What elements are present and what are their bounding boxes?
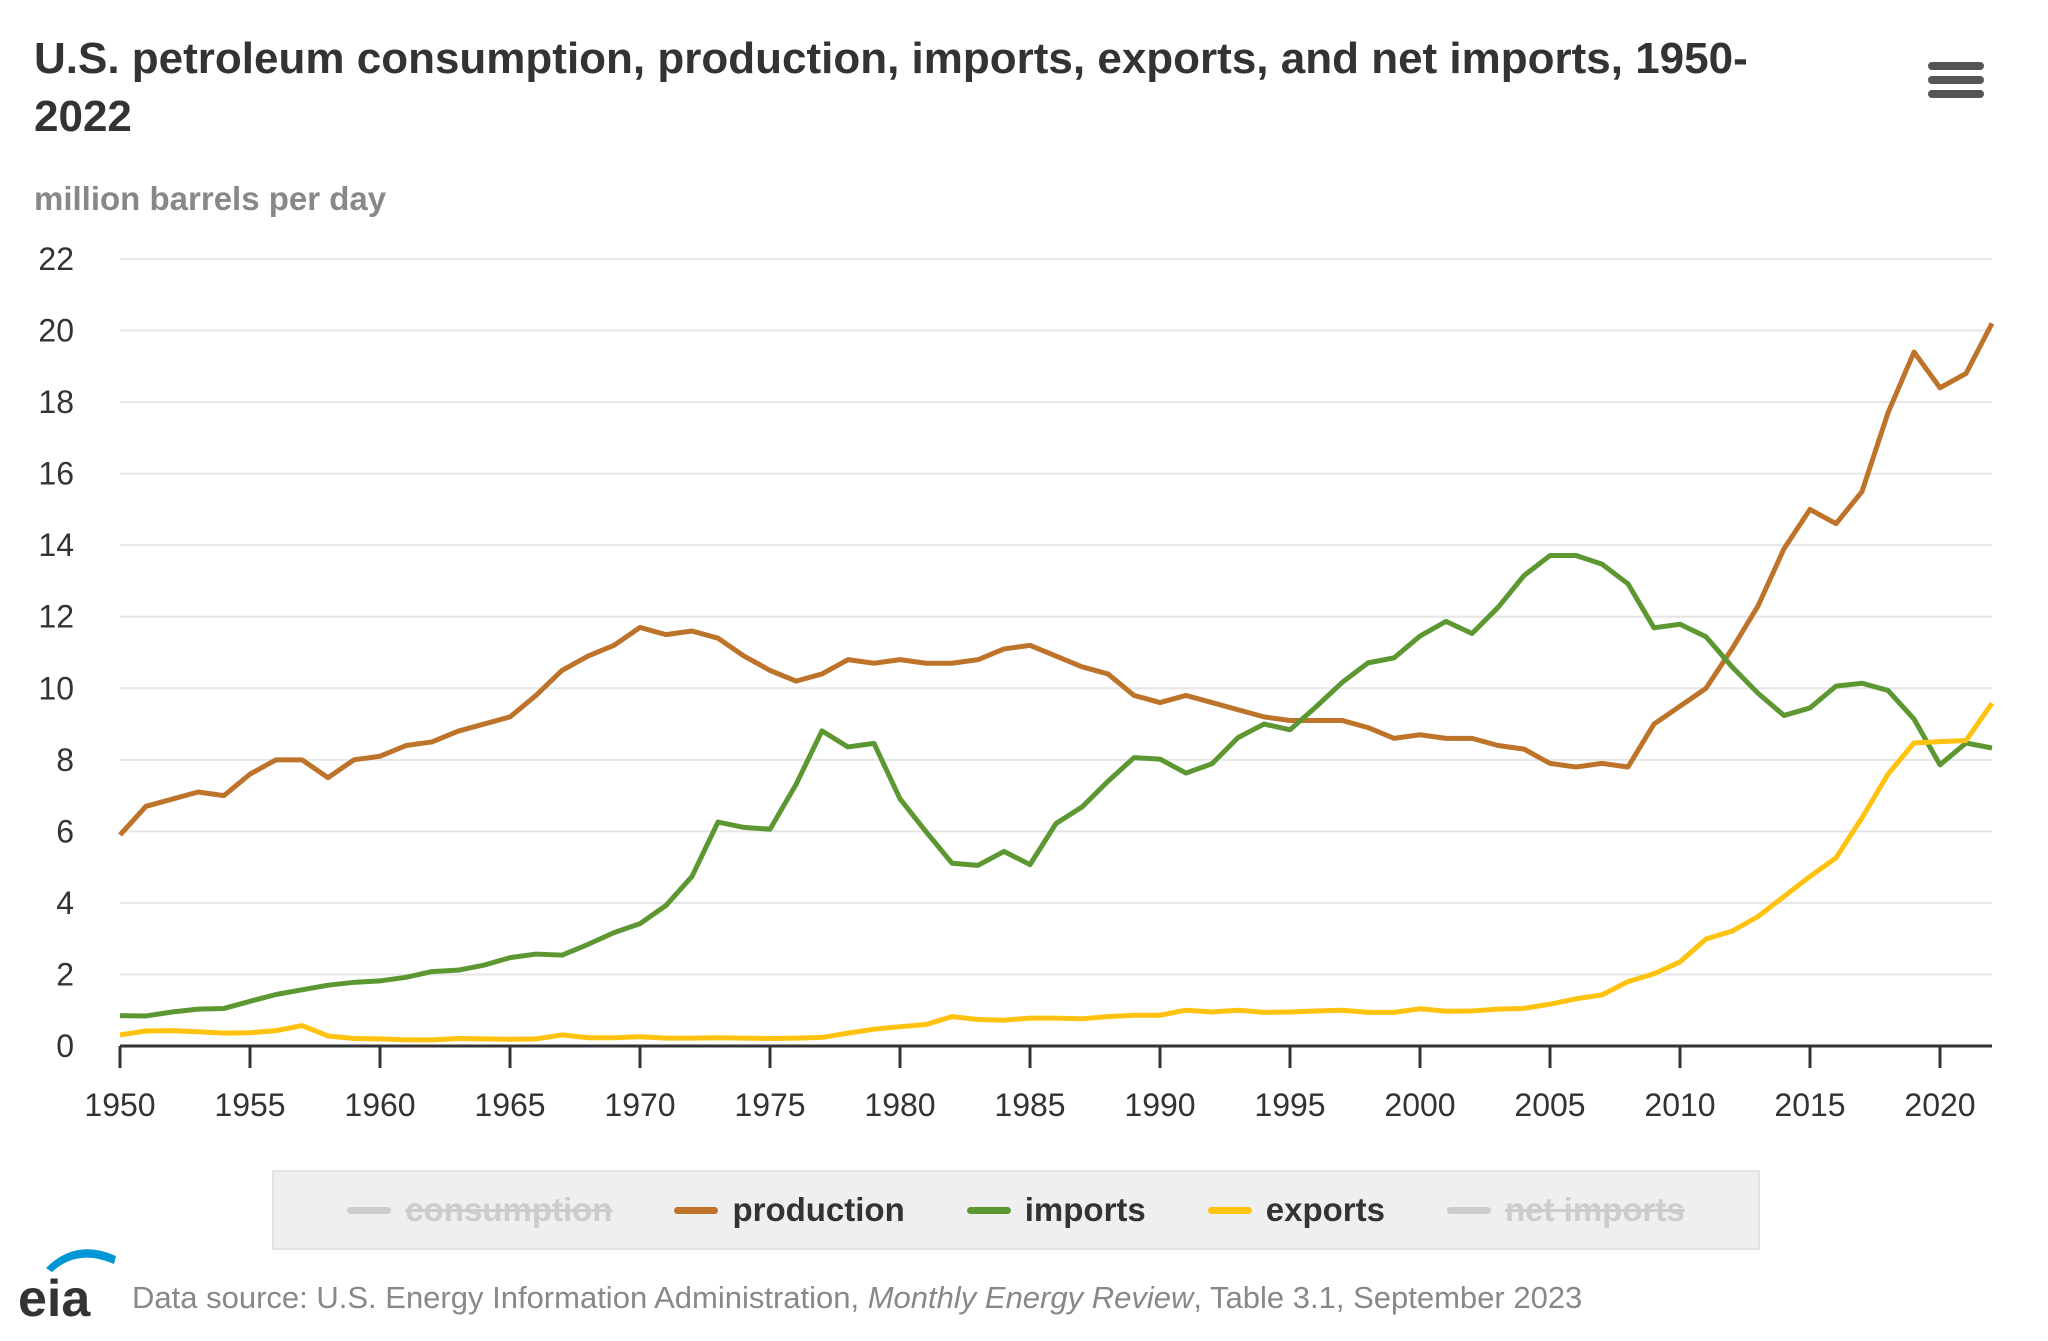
production-line[interactable] — [118, 322, 1995, 837]
legend-label: production — [732, 1191, 905, 1228]
legend-label: net imports — [1505, 1191, 1685, 1228]
x-tick-label: 1965 — [474, 1087, 545, 1123]
x-tick-label: 1980 — [864, 1087, 935, 1123]
x-tick-label: 2000 — [1384, 1087, 1455, 1123]
hamburger-menu-icon[interactable] — [1928, 62, 1984, 104]
source-publication: Monthly Energy Review — [867, 1280, 1194, 1315]
x-tick-label: 2005 — [1514, 1087, 1585, 1123]
y-tick-label: 2 — [56, 956, 74, 992]
y-tick-label: 12 — [38, 599, 74, 635]
legend-item-imports[interactable]: imports — [966, 1191, 1146, 1229]
y-tick-label: 22 — [38, 241, 74, 277]
legend-swatch — [1207, 1206, 1252, 1214]
x-tick-label: 1985 — [994, 1087, 1065, 1123]
chart-title: U.S. petroleum consumption, production, … — [34, 34, 1748, 141]
legend-swatch — [1447, 1206, 1491, 1214]
x-tick-label: 1995 — [1254, 1087, 1325, 1123]
legend-item-exports[interactable]: exports — [1207, 1191, 1385, 1229]
y-tick-label: 8 — [56, 742, 74, 778]
legend-label: exports — [1265, 1191, 1385, 1228]
legend-label: consumption — [405, 1191, 613, 1228]
legend-item-consumption[interactable]: consumption — [347, 1191, 612, 1229]
data-source-note: Data source: U.S. Energy Information Adm… — [132, 1280, 1582, 1316]
legend-swatch — [347, 1206, 392, 1214]
legend: consumption production imports exports net i… — [272, 1170, 1760, 1250]
source-suffix: , Table 3.1, September 2023 — [1193, 1280, 1583, 1315]
eia-logo-text: eia — [18, 1270, 91, 1320]
legend-swatch — [674, 1206, 719, 1214]
y-tick-label: 0 — [56, 1028, 74, 1064]
y-tick-label: 16 — [38, 456, 74, 492]
x-tick-label: 1970 — [604, 1087, 675, 1123]
x-tick-label: 1990 — [1124, 1087, 1195, 1123]
x-tick-label: 1975 — [734, 1087, 805, 1123]
y-tick-label: 10 — [38, 670, 74, 706]
legend-item-net-imports[interactable]: net imports — [1447, 1191, 1685, 1229]
x-tick-label: 1955 — [214, 1087, 285, 1123]
y-axis-label: million barrels per day — [34, 180, 387, 217]
y-tick-label: 20 — [38, 313, 74, 349]
source-prefix: Data source: U.S. Energy Information Adm… — [132, 1280, 868, 1315]
exports-line[interactable] — [119, 701, 1995, 1043]
y-tick-label: 18 — [38, 384, 74, 420]
x-tick-label: 1960 — [344, 1087, 415, 1123]
legend-label: imports — [1024, 1191, 1146, 1228]
imports-line[interactable] — [119, 553, 1993, 1019]
legend-item-production[interactable]: production — [674, 1191, 905, 1229]
x-tick-label: 2010 — [1644, 1087, 1715, 1123]
y-tick-label: 14 — [38, 527, 74, 563]
y-tick-label: 4 — [56, 885, 74, 921]
x-tick-label: 1950 — [84, 1087, 155, 1123]
x-tick-label: 2015 — [1774, 1087, 1845, 1123]
x-tick-label: 2020 — [1904, 1087, 1975, 1123]
eia-logo: eia — [18, 1249, 116, 1320]
y-tick-label: 6 — [56, 813, 74, 849]
legend-swatch — [966, 1206, 1011, 1214]
